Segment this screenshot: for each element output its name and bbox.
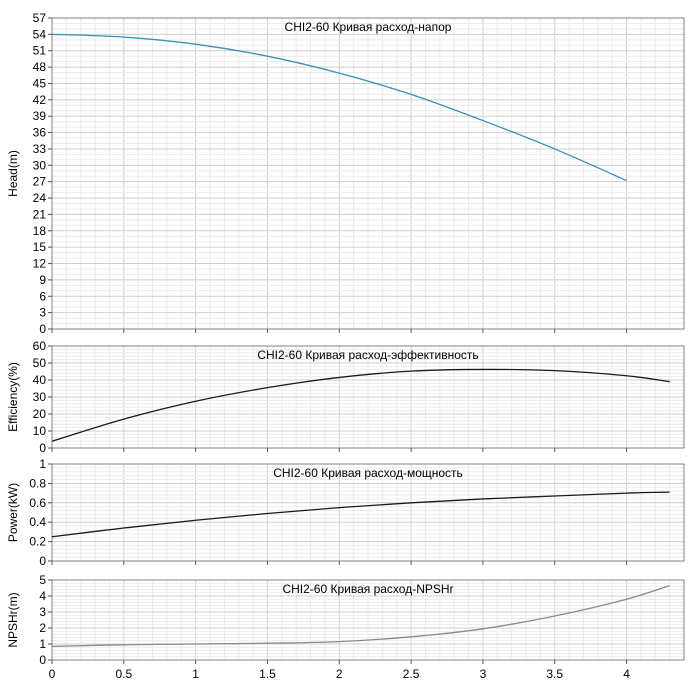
y-tick-label: 45 (33, 76, 47, 90)
y-tick-label: 0 (39, 322, 46, 336)
y-tick-label: 3 (39, 306, 46, 320)
y-tick-label: 18 (33, 224, 47, 238)
y-tick-label: 60 (33, 339, 47, 353)
x-tick-label: 1 (192, 667, 199, 681)
chart-title: CHI2-60 Кривая расход-NPSHr (282, 582, 453, 596)
y-tick-label: 30 (33, 390, 47, 404)
x-tick-label: 2 (336, 667, 343, 681)
y-tick-label: 48 (33, 60, 47, 74)
y-tick-label: 2 (39, 621, 46, 635)
y-axis-label: Power(kW) (6, 483, 20, 542)
y-tick-label: 9 (39, 273, 46, 287)
y-tick-label: 10 (33, 424, 47, 438)
y-tick-label: 33 (33, 142, 47, 156)
y-tick-label: 0.8 (29, 476, 46, 490)
y-tick-label: 12 (33, 257, 47, 271)
y-tick-label: 4 (39, 589, 46, 603)
series-line (51, 33, 627, 182)
y-tick-label: 42 (33, 93, 47, 107)
y-tick-label: 0.6 (29, 496, 46, 510)
x-tick-label: 0.5 (115, 667, 132, 681)
y-tick-label: 36 (33, 126, 47, 140)
y-tick-label: 50 (33, 356, 47, 370)
y-tick-label: 27 (33, 175, 47, 189)
y-tick-label: 0.4 (29, 515, 46, 529)
chart-panel-4: 0 1 2 3 4 5 0 0.5 1 1.5 2 2.5 3 3.5 4 CHI2-60 Кривая ра… (6, 573, 685, 681)
y-tick-label: 39 (33, 109, 47, 123)
chart-title: CHI2-60 Кривая расход-эффективность (257, 348, 478, 362)
plot-frame (51, 463, 685, 562)
series-line (51, 491, 670, 538)
y-tick-label: 0 (39, 653, 46, 667)
x-tick-label: 2.5 (403, 667, 420, 681)
x-tick-label: 0 (49, 667, 56, 681)
y-tick-label: 6 (39, 289, 46, 303)
plot-frame (51, 17, 685, 330)
y-tick-label: 1 (39, 457, 46, 471)
chart-panel-1: 036912151821242730333639424548515457CHI2… (6, 11, 685, 336)
y-tick-label: 54 (33, 27, 47, 41)
y-tick-label: 40 (33, 373, 47, 387)
chart-panel-3: 0 0.2 0.4 0.6 0.8 1 CHI2-60 Кривая расход-мощн… (6, 457, 685, 568)
chart-title: CHI2-60 Кривая расход-напор (285, 20, 452, 34)
y-tick-label: 0 (39, 441, 46, 455)
y-tick-label: 30 (33, 158, 47, 172)
series-line (51, 368, 670, 442)
y-tick-label: 1 (39, 637, 46, 651)
series-line (51, 584, 670, 648)
y-axis-label: Efficiency(%) (6, 362, 20, 432)
y-tick-label: 21 (33, 207, 47, 221)
chart-panel-2: 0 10 20 30 40 50 60 CHI2-60 Кривая расход-эффек… (6, 339, 685, 455)
y-tick-label: 20 (33, 407, 47, 421)
y-tick-label: 0 (39, 554, 46, 568)
y-tick-label: 3 (39, 605, 46, 619)
x-tick-label: 4 (623, 667, 630, 681)
chart-title: CHI2-60 Кривая расход-мощность (273, 466, 463, 480)
y-tick-label: 15 (33, 240, 47, 254)
y-axis-label: NPSHr(m) (6, 592, 20, 647)
x-tick-label: 3.5 (546, 667, 563, 681)
plot-frame (51, 579, 685, 661)
y-tick-label: 5 (39, 573, 46, 587)
y-tick-label: 57 (33, 11, 47, 25)
y-tick-label: 51 (33, 44, 47, 58)
y-axis-label: Head(m) (6, 150, 20, 197)
x-tick-label: 1.5 (259, 667, 276, 681)
y-tick-label: 0.2 (29, 535, 46, 549)
y-tick-label: 24 (33, 191, 47, 205)
x-tick-label: 3 (480, 667, 487, 681)
